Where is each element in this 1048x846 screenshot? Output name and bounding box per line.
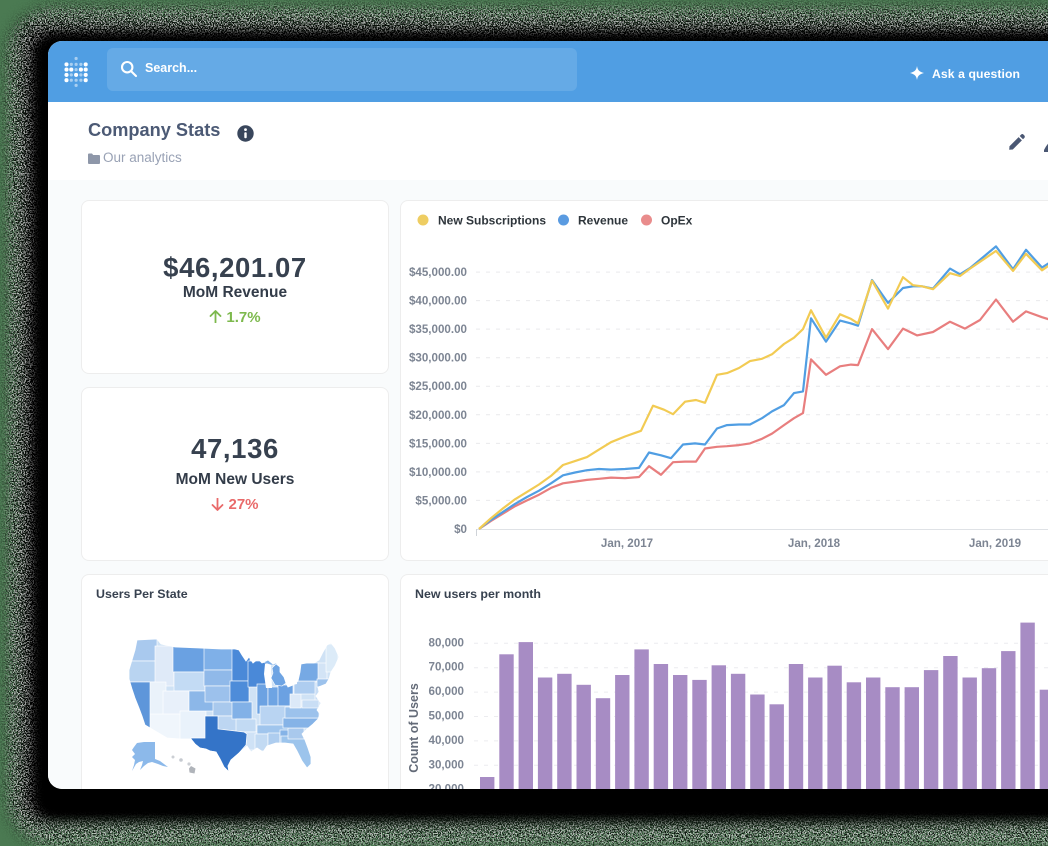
svg-text:New Subscriptions: New Subscriptions xyxy=(438,214,546,228)
svg-text:80,000: 80,000 xyxy=(429,636,464,649)
svg-text:$5,000.00: $5,000.00 xyxy=(415,494,467,507)
svg-text:$30,000.00: $30,000.00 xyxy=(409,352,467,365)
svg-text:30,000: 30,000 xyxy=(429,758,464,771)
svg-text:Jan, 2018: Jan, 2018 xyxy=(788,537,841,550)
svg-text:$10,000.00: $10,000.00 xyxy=(409,466,467,479)
svg-text:$20,000.00: $20,000.00 xyxy=(409,409,467,422)
svg-text:$35,000.00: $35,000.00 xyxy=(409,323,467,336)
svg-text:$25,000.00: $25,000.00 xyxy=(409,380,467,393)
svg-text:OpEx: OpEx xyxy=(661,214,693,228)
svg-text:$40,000.00: $40,000.00 xyxy=(409,295,467,308)
svg-text:70,000: 70,000 xyxy=(429,661,464,674)
svg-text:60,000: 60,000 xyxy=(429,685,464,698)
svg-text:$0: $0 xyxy=(454,523,467,536)
svg-text:$45,000.00: $45,000.00 xyxy=(409,266,467,279)
svg-text:Jan, 2019: Jan, 2019 xyxy=(969,537,1022,550)
svg-text:50,000: 50,000 xyxy=(429,710,464,723)
svg-text:$15,000.00: $15,000.00 xyxy=(409,437,467,450)
svg-text:Count of Users: Count of Users xyxy=(407,683,421,773)
svg-text:Jan, 2017: Jan, 2017 xyxy=(601,537,653,550)
svg-text:40,000: 40,000 xyxy=(429,734,464,747)
svg-text:Revenue: Revenue xyxy=(578,214,628,228)
svg-text:20,000: 20,000 xyxy=(429,783,464,789)
